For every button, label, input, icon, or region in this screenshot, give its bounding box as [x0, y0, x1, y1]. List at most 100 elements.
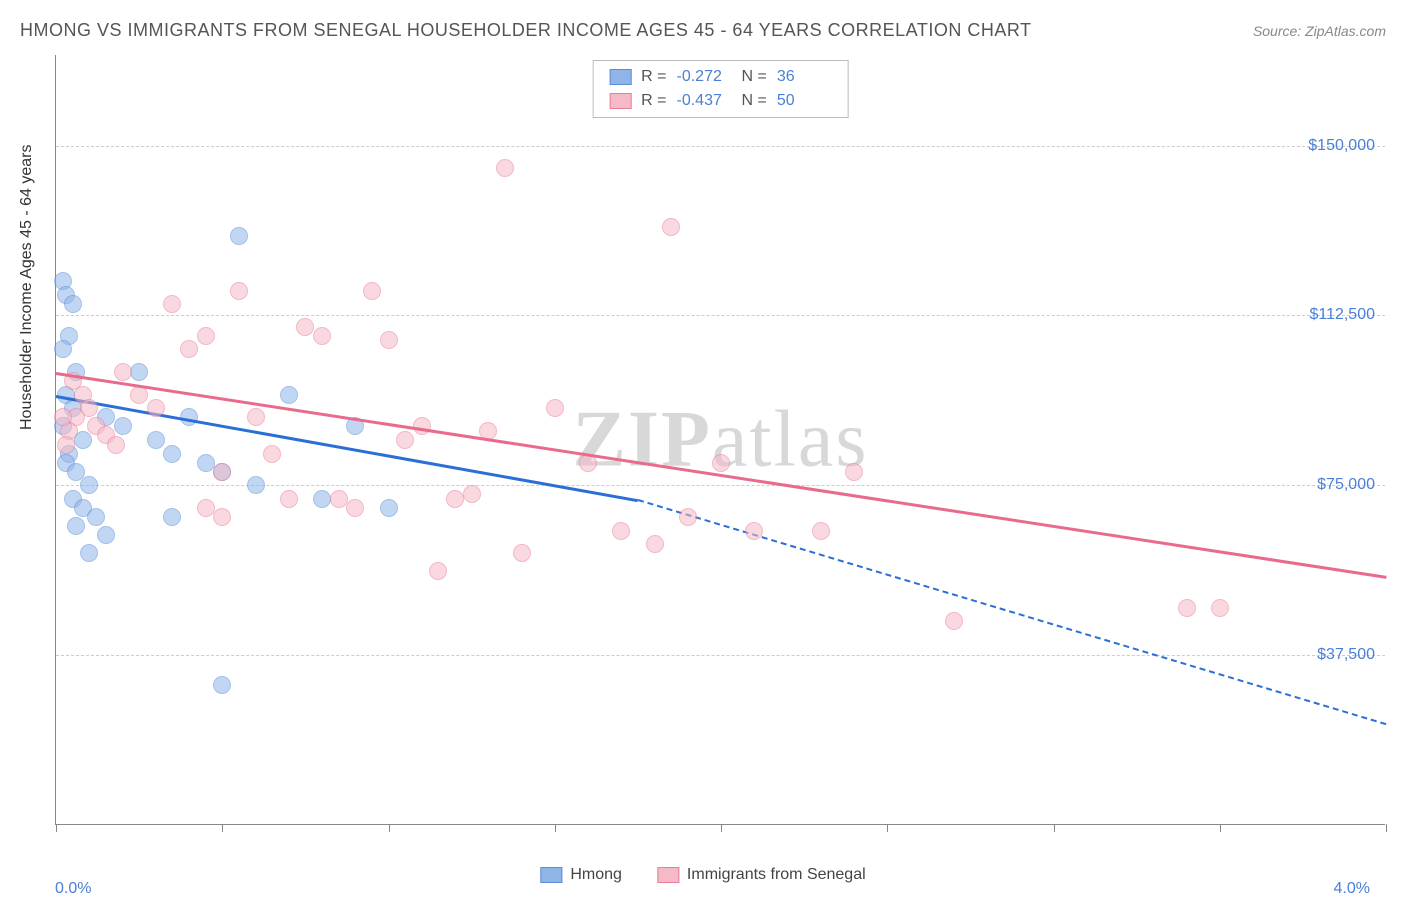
legend-top: R =-0.272N =36R =-0.437N =50: [592, 60, 849, 118]
title-bar: HMONG VS IMMIGRANTS FROM SENEGAL HOUSEHO…: [20, 20, 1386, 41]
scatter-point: [114, 363, 132, 381]
scatter-point: [163, 508, 181, 526]
scatter-point: [496, 159, 514, 177]
scatter-point: [313, 327, 331, 345]
scatter-point: [612, 522, 630, 540]
legend-row: R = -0.437 N = 50: [609, 89, 832, 113]
scatter-point: [363, 282, 381, 300]
x-max-label: 4.0%: [1334, 880, 1370, 898]
scatter-point: [296, 318, 314, 336]
scatter-point: [712, 454, 730, 472]
scatter-point: [280, 386, 298, 404]
x-tick: [1386, 824, 1387, 832]
scatter-point: [114, 417, 132, 435]
legend-r-label: R =: [641, 89, 666, 113]
scatter-point: [396, 431, 414, 449]
legend-bottom-item: Hmong: [540, 866, 622, 884]
scatter-point: [380, 499, 398, 517]
scatter-point: [97, 526, 115, 544]
legend-r-value: -0.437: [677, 89, 732, 113]
legend-bottom: Hmong Immigrants from Senegal: [540, 866, 865, 884]
scatter-point: [147, 399, 165, 417]
gridline: [56, 146, 1385, 147]
x-min-label: 0.0%: [55, 880, 91, 898]
scatter-point: [213, 463, 231, 481]
scatter-point: [1178, 599, 1196, 617]
legend-row: R =-0.272N =36: [609, 65, 832, 89]
scatter-point: [812, 522, 830, 540]
scatter-point: [54, 408, 72, 426]
legend-swatch: [657, 867, 679, 883]
x-tick: [389, 824, 390, 832]
x-tick: [1220, 824, 1221, 832]
scatter-point: [280, 490, 298, 508]
scatter-point: [463, 485, 481, 503]
scatter-point: [163, 295, 181, 313]
scatter-point: [87, 508, 105, 526]
scatter-point: [513, 544, 531, 562]
scatter-point: [546, 399, 564, 417]
legend-swatch: [609, 69, 631, 85]
scatter-point: [197, 327, 215, 345]
scatter-point: [80, 544, 98, 562]
scatter-point: [247, 476, 265, 494]
scatter-point: [213, 676, 231, 694]
scatter-point: [330, 490, 348, 508]
x-tick: [1054, 824, 1055, 832]
scatter-point: [147, 431, 165, 449]
scatter-point: [1211, 599, 1229, 617]
scatter-point: [197, 499, 215, 517]
scatter-point: [247, 408, 265, 426]
y-tick-label: $37,500: [1317, 646, 1375, 664]
scatter-point: [346, 499, 364, 517]
y-axis-label: Householder Income Ages 45 - 64 years: [18, 145, 36, 431]
scatter-point: [130, 363, 148, 381]
x-tick: [222, 824, 223, 832]
scatter-point: [163, 445, 181, 463]
legend-n-label: N =: [742, 65, 767, 89]
scatter-point: [313, 490, 331, 508]
x-tick: [721, 824, 722, 832]
legend-bottom-item: Immigrants from Senegal: [657, 866, 866, 884]
legend-label: Immigrants from Senegal: [687, 866, 866, 884]
x-tick: [887, 824, 888, 832]
scatter-point: [845, 463, 863, 481]
scatter-point: [429, 562, 447, 580]
legend-swatch: [540, 867, 562, 883]
legend-n-value: 50: [777, 89, 832, 113]
scatter-point: [446, 490, 464, 508]
scatter-point: [213, 508, 231, 526]
x-tick: [555, 824, 556, 832]
scatter-point: [646, 535, 664, 553]
scatter-point: [679, 508, 697, 526]
legend-swatch: [609, 93, 631, 109]
y-tick-label: $150,000: [1308, 137, 1375, 155]
legend-label: Hmong: [570, 866, 622, 884]
trend-line: [56, 372, 1386, 578]
scatter-point: [67, 517, 85, 535]
scatter-point: [64, 295, 82, 313]
x-tick: [56, 824, 57, 832]
legend-r-value: -0.272: [677, 65, 732, 89]
scatter-point: [380, 331, 398, 349]
scatter-point: [230, 282, 248, 300]
scatter-point: [662, 218, 680, 236]
scatter-point: [745, 522, 763, 540]
scatter-point: [107, 436, 125, 454]
scatter-point: [57, 436, 75, 454]
chart-title: HMONG VS IMMIGRANTS FROM SENEGAL HOUSEHO…: [20, 20, 1032, 41]
legend-r-label: R =: [641, 65, 666, 89]
y-tick-label: $75,000: [1317, 476, 1375, 494]
scatter-point: [230, 227, 248, 245]
scatter-plot: ZIPatlas R =-0.272N =36R =-0.437N =50 $3…: [55, 55, 1385, 825]
source-label: Source: ZipAtlas.com: [1253, 23, 1386, 39]
scatter-point: [263, 445, 281, 463]
scatter-point: [945, 612, 963, 630]
gridline: [56, 315, 1385, 316]
gridline: [56, 655, 1385, 656]
scatter-point: [197, 454, 215, 472]
legend-n-label: N =: [742, 89, 767, 113]
scatter-point: [130, 386, 148, 404]
y-tick-label: $112,500: [1309, 306, 1375, 324]
scatter-point: [180, 340, 198, 358]
